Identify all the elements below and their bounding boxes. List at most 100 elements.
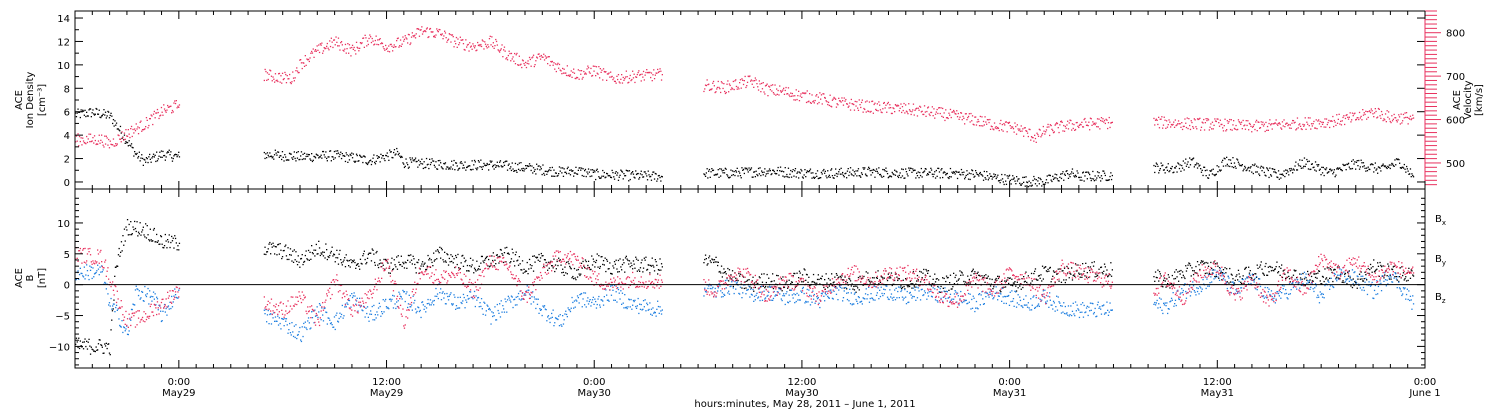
b-bx-point: [1207, 262, 1209, 264]
b-bx-point: [1289, 281, 1291, 283]
density-point: [1064, 174, 1066, 176]
density-point: [780, 170, 782, 173]
b-by-point: [533, 296, 535, 298]
density-point: [1069, 176, 1071, 178]
density-point: [853, 175, 855, 177]
b-bx-point: [94, 350, 96, 353]
density-point: [968, 172, 970, 174]
velocity-point: [1022, 128, 1024, 130]
b-bx-point: [570, 268, 572, 270]
density-point: [1307, 160, 1309, 163]
velocity-point: [1213, 124, 1215, 126]
b-bx-point: [1255, 276, 1258, 278]
density-point: [895, 170, 897, 172]
b-by-point: [451, 303, 453, 305]
b-bx-point: [532, 270, 535, 272]
velocity-point: [158, 117, 160, 120]
b-by-point: [544, 308, 546, 310]
b-bx-point: [101, 346, 103, 348]
density-point: [1215, 173, 1217, 175]
density-point: [540, 168, 542, 170]
velocity-point: [1199, 117, 1201, 119]
density-point: [630, 173, 632, 175]
b-bx-point: [639, 270, 641, 272]
density-point: [942, 172, 944, 174]
b-bx-point: [658, 269, 660, 271]
velocity-point: [410, 36, 413, 38]
b-by-point: [348, 299, 351, 302]
density-point: [543, 172, 545, 175]
b-bx-point: [1174, 271, 1176, 273]
velocity-point: [805, 101, 808, 104]
velocity-point: [579, 70, 581, 72]
b-bx-point: [147, 234, 149, 236]
density-point: [300, 155, 302, 157]
b-bx-point: [578, 273, 580, 275]
density-point: [109, 114, 111, 117]
density-point: [1362, 162, 1365, 164]
b-bx-point: [1286, 276, 1288, 278]
velocity-point: [1299, 125, 1302, 127]
density-point: [958, 171, 960, 173]
b-bx-point: [171, 240, 174, 242]
density-point: [1402, 166, 1404, 168]
b-bx-point: [968, 278, 970, 281]
density-point: [1019, 184, 1022, 186]
velocity-point: [1089, 129, 1091, 131]
b-bx-point: [915, 283, 917, 285]
b-bx-point: [851, 283, 853, 285]
velocity-point: [163, 104, 165, 106]
velocity-point: [704, 88, 706, 90]
b-bx-point: [286, 258, 288, 261]
velocity-point: [730, 88, 732, 91]
velocity-point: [1372, 113, 1374, 115]
velocity-point: [780, 91, 782, 93]
b-bx-point: [852, 288, 854, 290]
velocity-point: [447, 38, 450, 40]
b-bx-point: [1259, 266, 1261, 268]
density-point: [414, 157, 417, 159]
b-by-point: [456, 307, 458, 309]
b-by-point: [341, 304, 343, 307]
b-bx-point: [126, 229, 128, 231]
b-by-point: [265, 309, 267, 311]
b-bx-point: [618, 271, 620, 273]
velocity-point: [1046, 126, 1048, 128]
density-point: [975, 170, 977, 172]
density-point: [941, 168, 943, 170]
density-point: [1171, 165, 1173, 168]
b-bx-point: [140, 234, 142, 236]
velocity-point: [1106, 119, 1108, 121]
density-point: [316, 154, 318, 156]
density-point: [1369, 168, 1371, 171]
density-point: [838, 171, 840, 173]
velocity-point: [1162, 124, 1165, 126]
density-point: [776, 169, 778, 172]
density-point: [1240, 165, 1243, 167]
density-point: [750, 168, 752, 170]
density-point: [158, 155, 160, 157]
density-point: [788, 176, 790, 179]
velocity-point: [660, 79, 663, 81]
b-bx-point: [440, 257, 442, 259]
b-by-point: [444, 293, 446, 295]
density-point: [473, 164, 475, 166]
velocity-point: [771, 90, 773, 92]
b-bx-point: [488, 266, 491, 268]
velocity-point: [403, 40, 405, 42]
b-bx-point: [652, 264, 654, 267]
velocity-point: [1039, 129, 1041, 131]
velocity-point: [1063, 124, 1065, 127]
velocity-point: [76, 140, 78, 142]
b-by-point: [129, 317, 131, 319]
b-bx-point: [1284, 273, 1286, 275]
b-bx-point: [1250, 276, 1252, 279]
density-point: [848, 174, 850, 177]
b-bx-point: [750, 287, 753, 289]
velocity-point: [1368, 110, 1370, 113]
b-bx-point: [619, 258, 621, 260]
b-bx-point: [510, 258, 513, 260]
velocity-point: [604, 71, 606, 73]
b-bx-point: [278, 253, 280, 255]
velocity-point: [448, 33, 450, 35]
